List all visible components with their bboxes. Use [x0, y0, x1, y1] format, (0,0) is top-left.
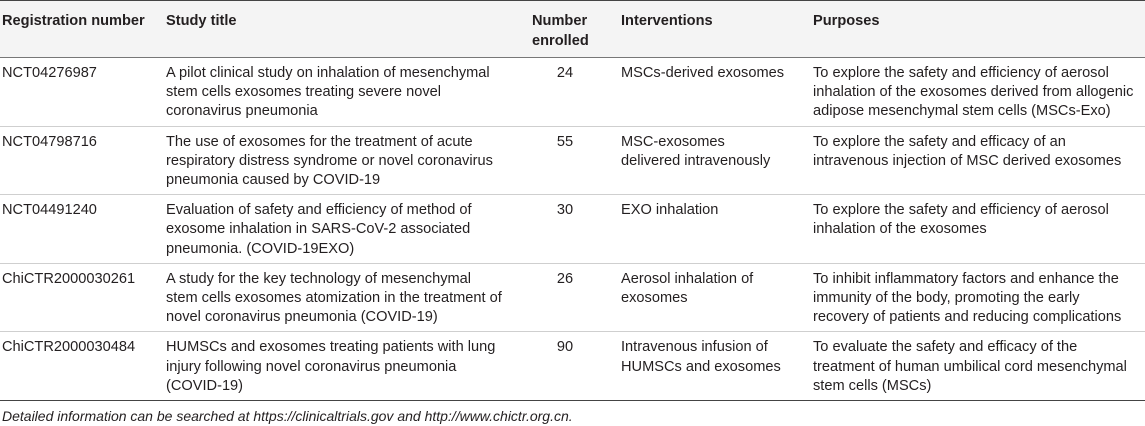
cell-purposes: To explore the safety and efficiency of … — [813, 65, 1134, 120]
cell-interventions: MSCs-derived exosomes — [621, 65, 785, 81]
cell-study-title: A pilot clinical study on inhalation of … — [166, 65, 490, 120]
table-row: ChiCTR2000030484 HUMSCs and exosomes tre… — [0, 332, 1145, 401]
header-row: Registration number Study title Number e… — [0, 0, 1145, 58]
cell-study-title: A study for the key technology of mesenc… — [166, 270, 502, 326]
header-purposes: Purposes — [813, 13, 880, 29]
cell-purposes: To explore the safety and efficiency of … — [813, 202, 1109, 238]
table-row: NCT04491240 Evaluation of safety and eff… — [0, 195, 1145, 264]
cell-number-enrolled: 24 — [556, 65, 574, 81]
cell-registration-number: ChiCTR2000030484 — [2, 339, 136, 356]
cell-interventions: Intravenous infusion of HUMSCs and exoso… — [621, 339, 781, 375]
cell-number-enrolled: 55 — [556, 133, 574, 150]
cell-interventions: MSC-exosomes delivered intravenously — [621, 133, 771, 169]
cell-study-title: HUMSCs and exosomes treating patients wi… — [166, 339, 496, 394]
cell-interventions: EXO inhalation — [621, 202, 719, 219]
cell-interventions: Aerosol inhalation of exosomes — [621, 270, 754, 307]
cell-purposes: To evaluate the safety and efficacy of t… — [813, 339, 1127, 394]
cell-registration-number: NCT04276987 — [2, 65, 97, 81]
header-interventions: Interventions — [621, 13, 713, 29]
table-row: NCT04276987 A pilot clinical study on in… — [0, 58, 1145, 127]
cell-number-enrolled: 30 — [556, 202, 574, 219]
cell-number-enrolled: 90 — [556, 339, 574, 356]
table-row: NCT04798716 The use of exosomes for the … — [0, 126, 1145, 195]
clinical-trials-table: Registration number Study title Number e… — [0, 0, 1145, 401]
table-footnote: Detailed information can be searched at … — [2, 408, 573, 424]
table-body: NCT04276987 A pilot clinical study on in… — [0, 58, 1145, 401]
cell-study-title: The use of exosomes for the treatment of… — [166, 133, 493, 189]
header-number-enrolled-label: Number enrolled — [532, 13, 589, 49]
cell-registration-number: NCT04491240 — [2, 202, 97, 219]
cell-study-title: Evaluation of safety and efficiency of m… — [166, 202, 472, 257]
header-number-enrolled: Number enrolled — [509, 1, 621, 58]
cell-registration-number: ChiCTR2000030261 — [2, 270, 136, 287]
cell-purposes: To explore the safety and efficacy of an… — [813, 133, 1122, 169]
cell-purposes: To inhibit inflammatory factors and enha… — [813, 270, 1122, 326]
cell-number-enrolled: 26 — [556, 270, 574, 287]
header-study-title: Study title — [166, 13, 237, 29]
cell-registration-number: NCT04798716 — [2, 133, 97, 150]
header-registration-number: Registration number — [2, 13, 145, 29]
table-row: ChiCTR2000030261 A study for the key tec… — [0, 263, 1145, 332]
table-header: Registration number Study title Number e… — [0, 0, 1145, 58]
